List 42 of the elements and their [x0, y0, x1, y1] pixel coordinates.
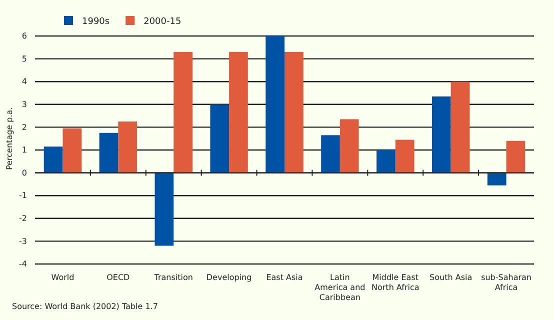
legend-label: 1990s [82, 17, 110, 27]
x-tick-label: Developing [206, 273, 252, 282]
x-tick-label: Middle East North Africa [372, 273, 420, 292]
x-tick-label: Latin America and Caribbean [314, 273, 366, 302]
bar [44, 146, 63, 173]
bar [154, 172, 174, 246]
y-tick-label: 6 [22, 32, 27, 41]
y-tick-label: 1 [22, 146, 27, 155]
bar [284, 52, 304, 173]
x-tick-label: Transition [153, 273, 193, 282]
source-note: Source: World Bank (2002) Table 1.7 [12, 302, 158, 311]
bar [266, 36, 284, 173]
bar [487, 172, 506, 186]
y-tick-label: -2 [19, 214, 27, 223]
x-tick-label: sub-Saharan Africa [481, 273, 532, 292]
x-tick-label: South Asia [430, 273, 472, 282]
bar [506, 140, 526, 173]
bar [340, 119, 359, 173]
y-tick-label: 5 [22, 54, 27, 64]
y-axis-title: Percentage p.a. [5, 107, 14, 170]
bar [118, 122, 138, 173]
bar [174, 52, 192, 173]
y-tick-label: 4 [22, 77, 27, 86]
bar [62, 128, 82, 173]
bar [432, 96, 451, 173]
y-tick-label: -3 [19, 236, 27, 246]
bar [229, 52, 248, 173]
bar [210, 104, 230, 173]
bar [376, 150, 396, 173]
x-tick-label: East Asia [266, 273, 303, 282]
y-tick-label: -4 [19, 260, 27, 269]
bar [450, 82, 470, 173]
bar [99, 132, 118, 173]
x-tick-label: World [51, 273, 74, 282]
y-tick-label: -1 [19, 191, 27, 200]
y-tick-label: 2 [22, 122, 27, 132]
bar [321, 135, 340, 173]
bar [395, 140, 414, 173]
y-tick-label: 0 [22, 168, 27, 178]
y-tick-label: 3 [22, 100, 27, 109]
x-tick-label: OECD [106, 273, 130, 282]
legend-label: 2000-15 [144, 17, 182, 27]
